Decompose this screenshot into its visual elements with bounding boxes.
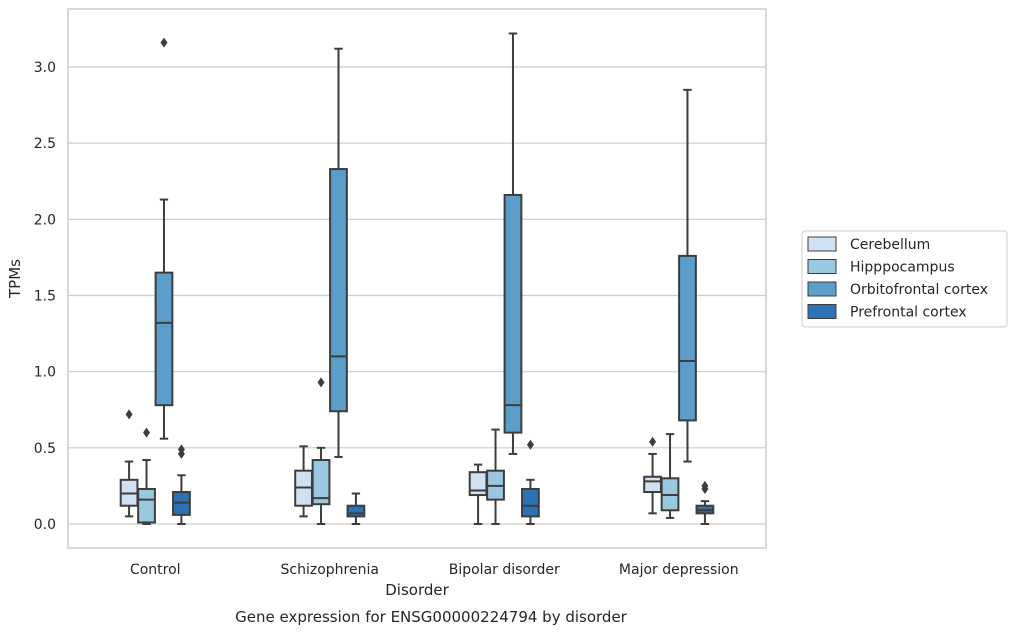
legend-label: Prefrontal cortex xyxy=(850,305,967,321)
plot-frame xyxy=(67,8,767,549)
legend-label: Orbitofrontal cortex xyxy=(850,282,988,298)
box-prefrontal-cortex xyxy=(172,444,191,525)
box-hipppocampus xyxy=(137,427,156,525)
x-tick-label: Major depression xyxy=(619,562,739,578)
box-hipppocampus xyxy=(311,377,331,525)
x-tick-label: Bipolar disorder xyxy=(449,562,560,578)
y-gridlines xyxy=(68,66,766,525)
legend-frame xyxy=(801,230,1008,328)
box-iqr xyxy=(329,168,348,413)
outlier-point xyxy=(317,377,325,388)
outlier-point xyxy=(701,480,709,491)
box-cerebellum xyxy=(468,463,488,525)
box-orbitofrontal-cortex xyxy=(503,32,523,455)
box-prefrontal-cortex xyxy=(521,439,540,525)
box-iqr xyxy=(346,504,366,518)
legend-label: Hipppocampus xyxy=(850,260,955,276)
box-hipppocampus xyxy=(486,428,505,525)
box-prefrontal-cortex xyxy=(695,480,715,525)
outlier-point xyxy=(177,444,185,455)
box-orbitofrontal-cortex xyxy=(154,37,174,440)
legend-label: Cerebellum xyxy=(850,237,930,253)
box-iqr xyxy=(643,475,662,494)
x-tick-label: Control xyxy=(130,562,181,578)
y-tick-label: 1.5 xyxy=(34,289,56,305)
outlier-point xyxy=(526,439,534,450)
legend-swatch xyxy=(807,281,837,297)
box-iqr xyxy=(503,193,523,434)
y-tick-label: 3.0 xyxy=(34,60,56,76)
box-iqr xyxy=(521,487,540,518)
y-axis-label: TPMs xyxy=(6,259,24,299)
outlier-point xyxy=(125,409,133,420)
box-iqr xyxy=(154,271,174,407)
legend-swatch xyxy=(807,304,837,319)
y-tick-label: 2.0 xyxy=(34,212,56,228)
box-prefrontal-cortex xyxy=(346,492,366,525)
legend-swatch xyxy=(807,259,837,274)
box-orbitofrontal-cortex xyxy=(329,47,348,458)
box-iqr xyxy=(468,471,488,497)
y-tick-labels: 0.0 0.5 1.0 1.5 2.0 2.5 3.0 xyxy=(34,60,56,533)
box-hipppocampus xyxy=(660,433,680,519)
box-iqr xyxy=(311,459,331,506)
box-orbitofrontal-cortex xyxy=(678,88,697,463)
y-tick-label: 1.0 xyxy=(34,365,56,381)
legend: Cerebellum Hipppocampus Orbitofrontal cort… xyxy=(801,230,1008,328)
box-cerebellum xyxy=(119,409,139,518)
box-cerebellum xyxy=(643,436,662,515)
x-tick-labels: Control Schizophrenia Bipolar disorder Majo… xyxy=(130,562,739,578)
outlier-point xyxy=(160,37,168,48)
legend-swatch xyxy=(807,236,837,252)
box-cerebellum xyxy=(294,445,313,518)
x-axis-label: Disorder xyxy=(385,581,449,599)
box-plot-series xyxy=(119,32,715,525)
outlier-point xyxy=(649,436,657,447)
x-tick-label: Schizophrenia xyxy=(281,562,379,578)
y-tick-label: 0.5 xyxy=(34,441,56,457)
box-iqr xyxy=(678,254,697,422)
y-tick-label: 0.0 xyxy=(34,517,56,533)
outlier-point xyxy=(143,427,151,438)
chart-caption: Gene expression for ENSG00000224794 by d… xyxy=(235,608,628,626)
box-iqr xyxy=(137,487,156,524)
y-tick-label: 2.5 xyxy=(34,136,56,152)
